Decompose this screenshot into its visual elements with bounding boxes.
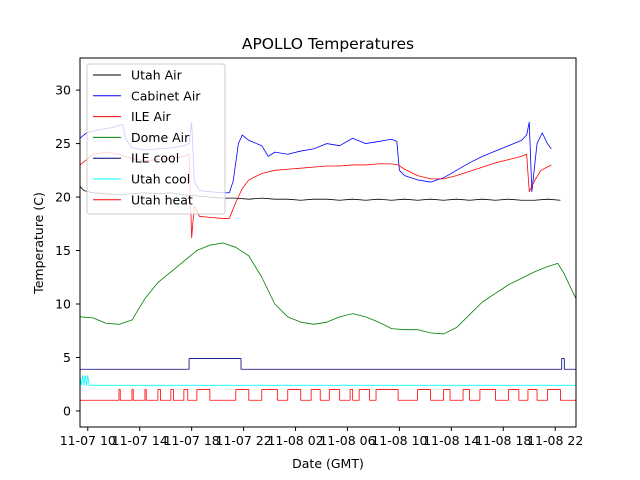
y-tick-label: 20 [55,190,71,205]
legend-label-utah-cool: Utah cool [131,172,190,187]
legend-label-ile-cool: ILE cool [131,151,179,166]
legend-label-utah-air: Utah Air [131,68,183,83]
x-tick-label: 11-07 22 [216,433,272,448]
x-tick-label: 11-07 14 [112,433,168,448]
y-tick-label: 5 [63,350,71,365]
y-tick-label: 0 [63,403,71,418]
legend-box [86,63,226,215]
x-tick-label: 11-08 22 [527,433,583,448]
series-line-ile-cool [80,358,576,370]
series-line-utah-cool [80,375,576,386]
x-tick-label: 11-08 02 [267,433,323,448]
y-axis-label: Temperature (C) [31,192,46,295]
legend-label-utah-heat: Utah heat [131,192,193,207]
x-tick-label: 11-08 14 [423,433,479,448]
plot-frame [79,57,577,428]
series-line-dome-air [80,242,576,335]
x-tick-label: 11-08 10 [371,433,427,448]
chart-title: APOLLO Temperatures [242,35,414,53]
legend: Utah Air Cabinet Air ILE Air Dome Air ILE co… [86,63,226,215]
legend-label-cabinet-air: Cabinet Air [131,88,201,103]
x-tick-label: 11-07 18 [164,433,220,448]
y-tick-label: 30 [55,83,71,98]
x-tick-label: 11-08 18 [475,433,531,448]
x-axis-label: Date (GMT) [292,456,364,471]
legend-label-dome-air: Dome Air [131,130,190,145]
legend-label-ile-air: ILE Air [131,109,172,124]
x-tick-label: 11-08 06 [319,433,375,448]
y-tick-label: 10 [55,297,71,312]
series-line-utah-heat [80,389,576,401]
x-tick-label: 11-07 10 [60,433,116,448]
y-tick-label: 25 [55,136,71,151]
y-tick-label: 15 [55,243,71,258]
